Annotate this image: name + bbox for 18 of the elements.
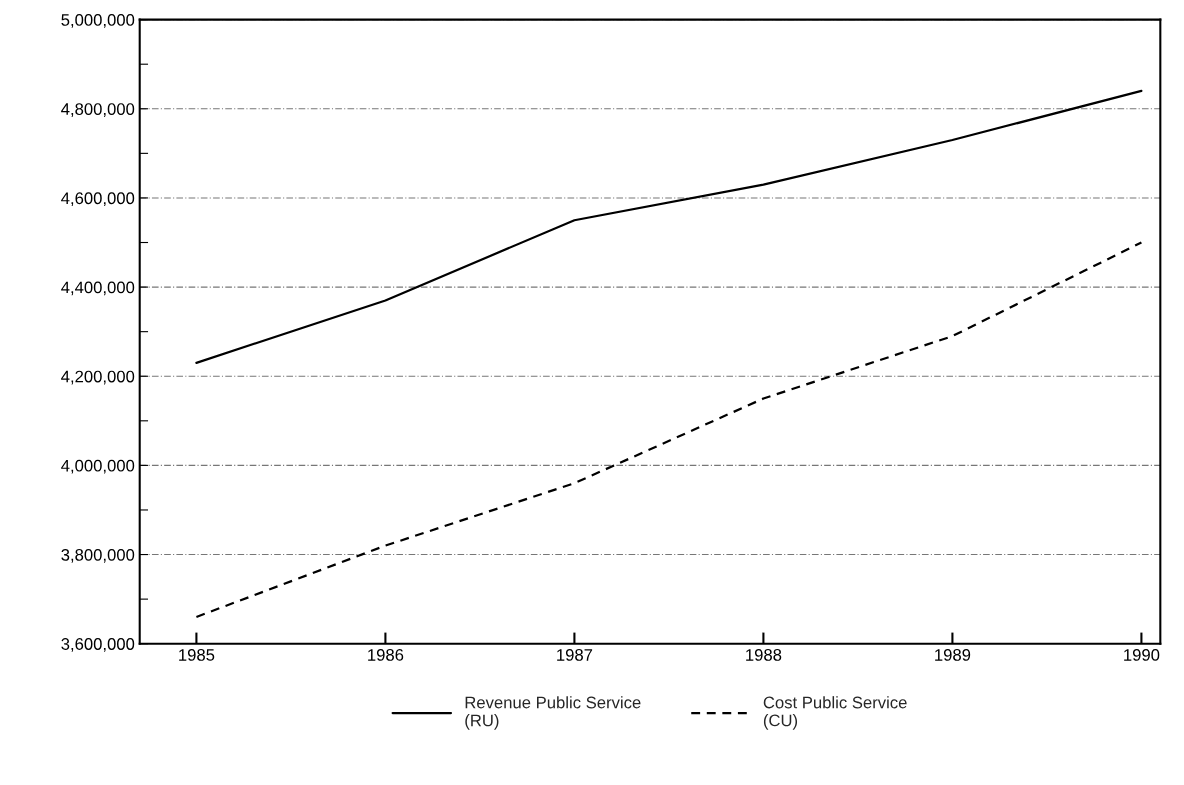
legend-label: Revenue Public Service (RU) [465, 696, 641, 730]
x-tick-label: 1989 [935, 649, 971, 661]
y-tick-label: 4,000,000 [61, 459, 135, 474]
x-tick-label: 1987 [557, 649, 593, 661]
y-tick-label: 4,200,000 [61, 370, 135, 385]
x-tick-label: 1985 [179, 649, 215, 661]
y-tick-label: 4,800,000 [61, 103, 135, 117]
y-tick-label: 4,400,000 [61, 281, 135, 296]
y-tick-label: 5,000,000 [61, 14, 135, 28]
x-tick-label: 1990 [1124, 649, 1160, 661]
line-series [195, 241, 1143, 619]
legend-label: Cost Public Service (CU) [763, 696, 907, 730]
y-tick-label: 3,800,000 [61, 548, 135, 563]
x-tick-label: 1988 [746, 649, 782, 661]
y-tick-label: 4,600,000 [61, 192, 135, 207]
y-tick-label: 3,600,000 [61, 638, 135, 652]
x-tick-label: 1986 [368, 649, 404, 661]
line-series [195, 89, 1143, 364]
